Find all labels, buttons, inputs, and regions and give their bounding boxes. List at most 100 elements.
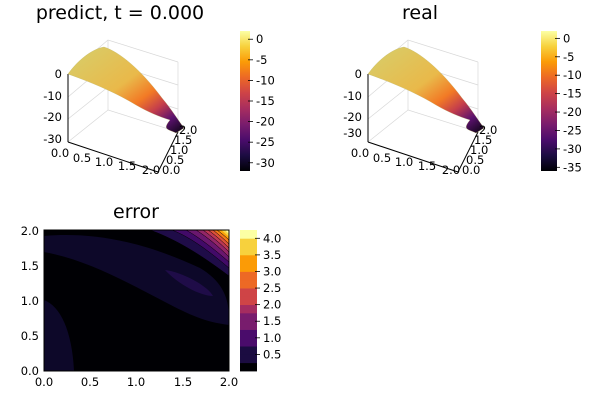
chart-title: error (113, 201, 159, 223)
x-tick-label: 1.5 (174, 375, 192, 389)
x-tick-labels: 0.0 0.5 1.0 1.5 2.0 (51, 146, 160, 177)
y-tick-label: 1.5 (174, 133, 192, 147)
colorbar-level-band (240, 337, 257, 347)
panel-predict: predict, t = 0.000 0 -10 -20 -30 0.0 0.5 (36, 2, 275, 177)
y-tick-label: 0.5 (166, 153, 184, 167)
colorbar-level-band (240, 354, 257, 364)
surface-mesh (67, 46, 185, 134)
x-tick-label: 1.0 (127, 375, 145, 389)
colorbar-tick-label: -5 (256, 53, 267, 67)
y-tick-labels: 0.0 0.5 1.0 1.5 2.0 (162, 123, 197, 177)
x-tick-label: 0.0 (51, 146, 69, 160)
y-tick-label: 1.0 (170, 143, 188, 157)
z-tick-label: -10 (343, 89, 362, 103)
colorbar-level-band (240, 346, 257, 355)
axes-frame (43, 229, 230, 372)
chart-title: predict, t = 0.000 (36, 2, 204, 24)
x-tick-label: 2.0 (442, 163, 460, 177)
colorbar-tick-label: 4.0 (263, 231, 281, 245)
colorbar-tick-label: -5 (563, 50, 574, 64)
y-tick-labels: 0.0 0.5 1.0 1.5 2.0 (462, 123, 497, 177)
colorbar-tick-label: 2.5 (263, 281, 281, 295)
x-tick-label: 2.0 (142, 163, 160, 177)
y-tick-label: 2.0 (179, 123, 197, 137)
colorbar-tick-label: -10 (563, 68, 582, 82)
colorbar-tick-label: -30 (563, 142, 582, 156)
y-tick-label: 1.5 (474, 133, 492, 147)
colorbar-level-band (240, 304, 257, 314)
y-tick-label: 1.5 (21, 259, 39, 273)
colorbar-tick-label: -30 (256, 156, 275, 170)
y-tick-label: 1.0 (470, 143, 488, 157)
x-tick-label: 0.5 (373, 151, 391, 165)
y-tick-label: 0.0 (21, 364, 39, 378)
x-tick-label: 1.0 (95, 155, 113, 169)
z-tick-label: -20 (343, 110, 362, 124)
z-tick-label: 0 (55, 67, 62, 81)
panel-real: real 0 -10 -20 -30 0.0 0.5 1.0 (343, 2, 582, 177)
colorbar-level-band (240, 312, 257, 322)
contour-fill (44, 230, 229, 371)
z-tick-label: 0 (355, 67, 362, 81)
colorbar-tick-label: -10 (256, 73, 275, 87)
colorbar-tick-label: 0 (563, 31, 570, 45)
colorbar-tick-label: 3.5 (263, 248, 281, 262)
colorbar-levels (240, 230, 257, 372)
colorbar-level-band (240, 321, 257, 330)
colorbar-tick-label: -20 (563, 105, 582, 119)
x-tick-labels: 0.0 0.5 1.0 1.5 2.0 (35, 375, 238, 389)
y-tick-label: 2.0 (479, 123, 497, 137)
y-tick-labels: 0.0 0.5 1.0 1.5 2.0 (21, 224, 39, 378)
y-tick-label: 0.0 (462, 163, 480, 177)
colorbar-tick-label: -25 (563, 123, 582, 137)
colorbar-tick-label: -15 (256, 94, 275, 108)
colorbar-tick-label: 2.0 (263, 298, 281, 312)
x-tick-label: 2.0 (220, 375, 238, 389)
colorbar-level-band (240, 238, 257, 247)
colorbar-level-band (240, 296, 257, 306)
y-tick-label: 0.5 (21, 329, 39, 343)
x-tick-label: 0.5 (73, 151, 91, 165)
surface-mesh (367, 46, 485, 134)
colorbar-level-band (240, 288, 257, 297)
x-tick-label: 1.0 (395, 155, 413, 169)
x-tick-label: 0.0 (351, 146, 369, 160)
y-tick-label: 1.0 (21, 294, 39, 308)
x-tick-label: 0.5 (81, 375, 99, 389)
axes-3d-spines (67, 74, 179, 173)
z-tick-label: -10 (43, 89, 62, 103)
colorbar-tick-label: -15 (563, 87, 582, 101)
y-tick-label: 2.0 (21, 224, 39, 238)
colorbar: 0 -5 -10 -15 -20 -25 -30 -35 (541, 31, 582, 174)
colorbar-level-band (240, 279, 257, 289)
colorbar-level-band (240, 246, 257, 256)
y-tick-label: 0.5 (466, 153, 484, 167)
colorbar-tick-label: -20 (256, 115, 275, 129)
z-tick-label: -30 (343, 126, 362, 140)
z-tick-label: -30 (43, 132, 62, 146)
y-tick-label: 0.0 (162, 163, 180, 177)
colorbar-level-band (240, 254, 257, 264)
colorbar-tick-label: -25 (256, 135, 275, 149)
axes-3d-spines (367, 74, 479, 173)
z-tick-labels: 0 -10 -20 -30 (43, 67, 62, 146)
colorbar-tick-label: 0.5 (263, 347, 281, 361)
chart-title: real (402, 2, 438, 24)
x-tick-labels: 0.0 0.5 1.0 1.5 2.0 (351, 146, 460, 177)
colorbar-level-band (240, 271, 257, 281)
colorbar: 0.5 1.0 1.5 2.0 2.5 3.0 3.5 4.0 (240, 230, 281, 372)
x-tick-label: 1.5 (418, 159, 436, 173)
colorbar-level-band (240, 329, 257, 339)
x-tick-label: 1.5 (118, 159, 136, 173)
colorbar-level-band (240, 362, 257, 372)
colorbar-tick-label: 3.0 (263, 264, 281, 278)
colorbar-tick-label: 1.5 (263, 314, 281, 328)
colorbar-level-band (240, 230, 257, 239)
z-tick-labels: 0 -10 -20 -30 (343, 67, 362, 140)
colorbar-tick-label: -35 (563, 160, 582, 174)
x-tick-label: 0.0 (35, 375, 53, 389)
colorbar-tick-label: 1.0 (263, 331, 281, 345)
panel-error: error (21, 201, 282, 389)
colorbar-gradient (541, 31, 557, 171)
